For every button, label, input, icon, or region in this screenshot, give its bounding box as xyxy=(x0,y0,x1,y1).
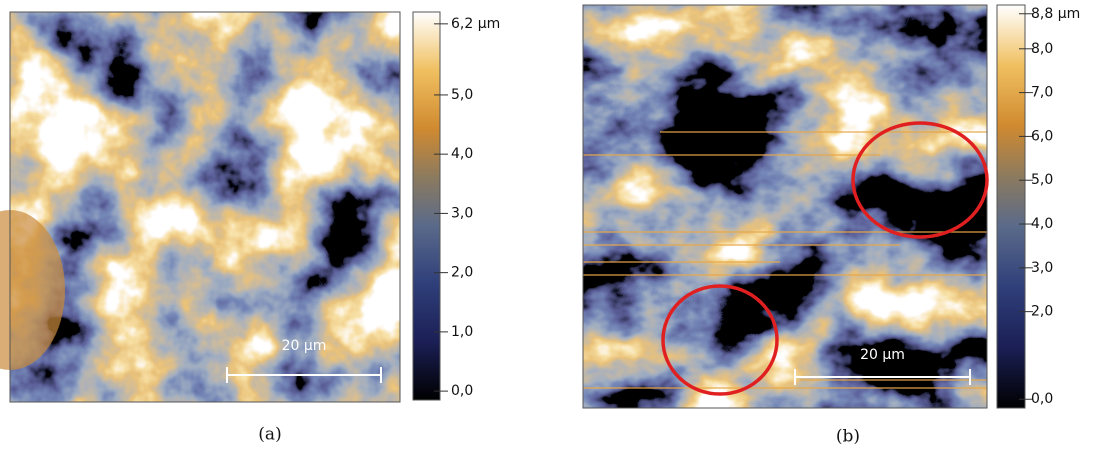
colorbar-tick-label: 5,0 xyxy=(451,87,473,103)
colorbar-tick-label: 3,0 xyxy=(1031,260,1053,276)
colorbar-tick-label: 6,2 µm xyxy=(451,16,500,32)
colorbar xyxy=(412,11,441,401)
edge-feature xyxy=(0,210,65,370)
colorbar-tick-label: 0,0 xyxy=(451,383,473,399)
scan-line-artifacts xyxy=(583,131,987,389)
scale-bar-label: 20 µm xyxy=(860,347,905,363)
colorbar-tick-label: 8,8 µm xyxy=(1031,6,1080,22)
panel-caption: (b) xyxy=(836,427,860,447)
colorbar-tick-label: 6,0 xyxy=(1031,128,1053,144)
afm-image xyxy=(583,5,987,408)
image-frame xyxy=(582,4,988,409)
highlight-circle xyxy=(661,284,779,396)
colorbar xyxy=(996,4,1026,409)
scale-bar: 20 µm xyxy=(226,338,382,383)
colorbar-tick-label: 4,0 xyxy=(451,146,473,162)
annotations: 6,2 µm 5,0 4,0 3,0 2,0 1,0 0,0 20 µm (a) 8,8 µm 8,… xyxy=(226,4,1080,447)
afm-image xyxy=(10,12,400,402)
image-frame xyxy=(9,11,401,403)
panel-caption: (a) xyxy=(258,425,281,445)
colorbar-tick-label: 0,0 xyxy=(1031,391,1053,407)
colorbar-tick-label: 1,0 xyxy=(451,324,473,340)
colorbar-tick-label: 5,0 xyxy=(1031,172,1053,188)
colorbar-tick-label: 8,0 xyxy=(1031,41,1053,57)
scale-bar: 20 µm xyxy=(794,347,971,385)
colorbar-tick-label: 4,0 xyxy=(1031,216,1053,232)
highlight-circle xyxy=(851,121,989,239)
colorbar-tick-label: 2,0 xyxy=(1031,304,1053,320)
colorbar-tick-label: 3,0 xyxy=(451,205,473,221)
scale-bar-label: 20 µm xyxy=(282,338,327,354)
colorbar-tick-label: 2,0 xyxy=(451,265,473,281)
colorbar-tick-label: 7,0 xyxy=(1031,85,1053,101)
